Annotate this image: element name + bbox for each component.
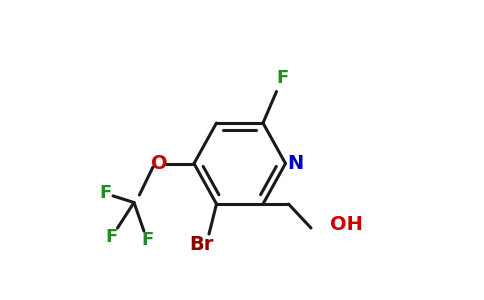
Text: F: F [276,69,288,87]
Text: F: F [141,231,153,249]
Text: OH: OH [331,215,363,235]
Text: Br: Br [189,235,214,254]
Text: O: O [151,154,168,173]
Text: F: F [99,184,112,202]
Text: N: N [287,154,303,173]
Text: F: F [106,228,118,246]
